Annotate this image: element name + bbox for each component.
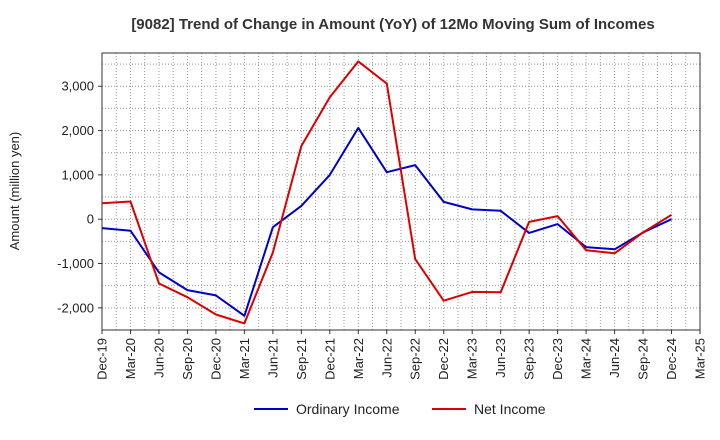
x-tick-label: Sep-23 bbox=[522, 338, 537, 380]
x-tick-label: Mar-22 bbox=[351, 338, 366, 379]
x-tick-label: Mar-23 bbox=[465, 338, 480, 379]
x-tick-label: Dec-22 bbox=[436, 338, 451, 380]
axis-layer: -2,000 -1,000 0 1,000 2,000 3,000 Dec-19 Mar-20… bbox=[57, 52, 708, 380]
y-tick-label: 1,000 bbox=[61, 167, 94, 182]
x-tick-label: Jun-21 bbox=[265, 338, 280, 378]
x-tick-label: Mar-25 bbox=[693, 338, 708, 379]
plot-frame bbox=[101, 52, 701, 331]
x-tick-label: Jun-22 bbox=[379, 338, 394, 378]
x-tick-label: Mar-20 bbox=[123, 338, 138, 379]
y-tick-label: -2,000 bbox=[57, 300, 94, 315]
x-tick-label: Sep-24 bbox=[636, 338, 651, 380]
x-tick-label: Sep-20 bbox=[180, 338, 195, 380]
legend-label: Ordinary Income bbox=[296, 401, 400, 417]
x-tick-label: Dec-23 bbox=[550, 338, 565, 380]
legend-label: Net Income bbox=[474, 401, 546, 417]
x-tick-label: Dec-21 bbox=[322, 338, 337, 380]
x-tick-label: Dec-20 bbox=[208, 338, 223, 380]
x-tick-label: Dec-19 bbox=[95, 338, 110, 380]
series-line-net-income bbox=[101, 60, 673, 325]
x-tick-label: Mar-21 bbox=[237, 338, 252, 379]
legend: Ordinary Income Net Income bbox=[254, 401, 546, 417]
x-tick-label: Jun-23 bbox=[493, 338, 508, 378]
series-layer bbox=[101, 60, 673, 325]
y-tick-label: 2,000 bbox=[61, 123, 94, 138]
grid-layer bbox=[101, 53, 701, 331]
y-tick-label: 0 bbox=[87, 212, 94, 227]
x-tick-label: Mar-24 bbox=[579, 338, 594, 379]
x-tick-label: Dec-24 bbox=[664, 338, 679, 380]
y-tick-label: -1,000 bbox=[57, 256, 94, 271]
y-tick-label: 3,000 bbox=[61, 79, 94, 94]
y-axis-label: Amount (million yen) bbox=[7, 132, 22, 251]
x-tick-label: Sep-22 bbox=[408, 338, 423, 380]
x-tick-label: Sep-21 bbox=[294, 338, 309, 380]
x-tick-label: Jun-20 bbox=[151, 338, 166, 378]
x-tick-label: Jun-24 bbox=[607, 338, 622, 378]
chart-title: [9082] Trend of Change in Amount (YoY) o… bbox=[131, 16, 654, 33]
